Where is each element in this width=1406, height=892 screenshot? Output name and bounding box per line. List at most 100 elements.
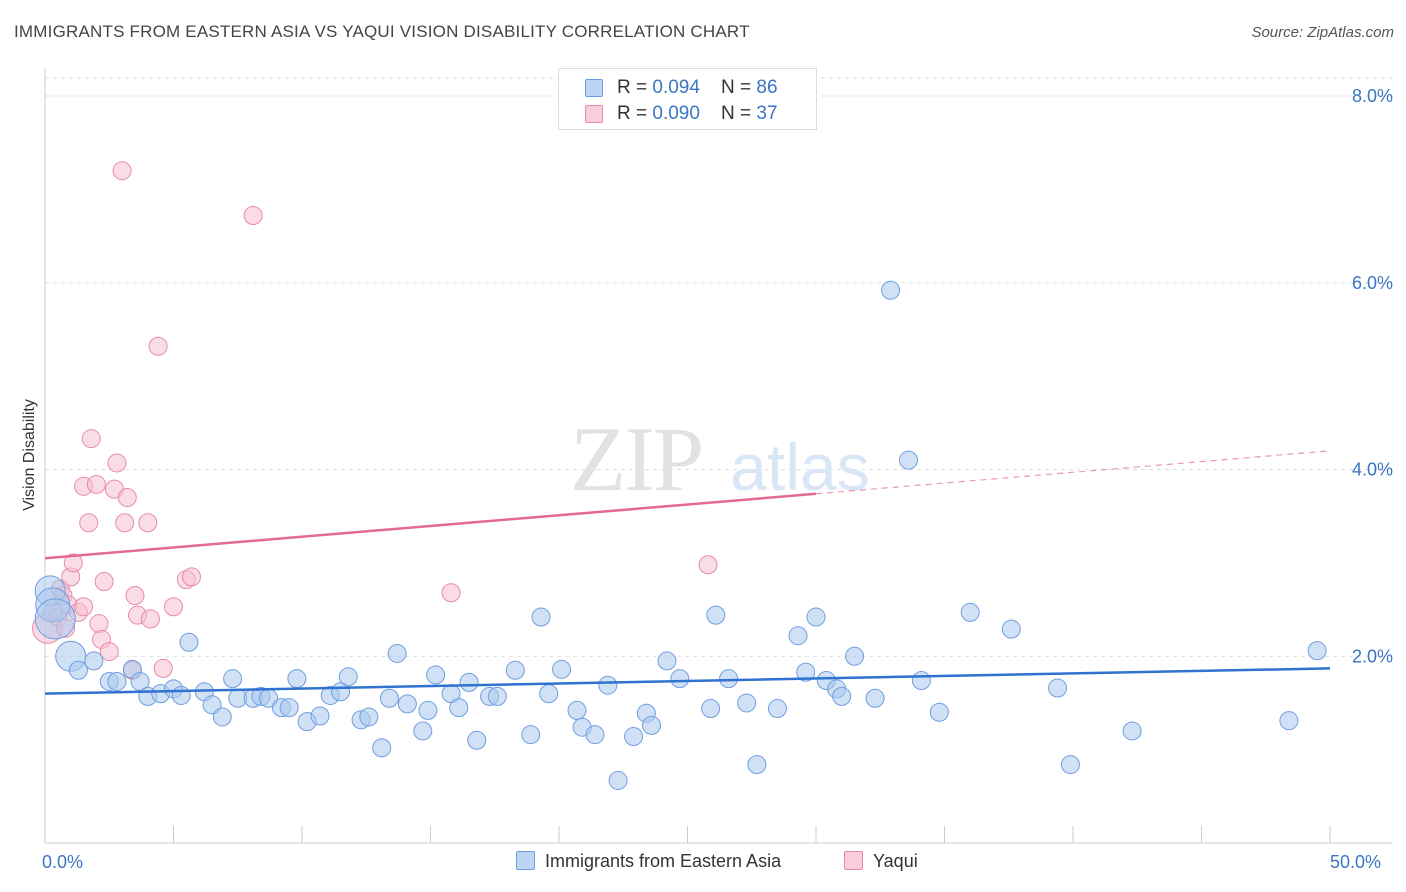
yaqui-point — [107, 453, 127, 473]
eastern-asia-point — [929, 702, 949, 722]
eastern-asia-point — [899, 450, 919, 470]
gridlines — [45, 77, 1392, 657]
bottom-legend-swatch-pink — [844, 851, 863, 870]
yaqui-point — [243, 206, 263, 226]
eastern-asia-points — [34, 280, 1327, 790]
eastern-asia-point — [426, 665, 446, 685]
eastern-asia-point — [171, 685, 191, 705]
eastern-asia-point — [719, 669, 739, 689]
bottom-legend-label: Immigrants from Eastern Asia — [545, 851, 782, 871]
eastern-asia-point — [459, 672, 479, 692]
eastern-asia-point — [865, 688, 885, 708]
eastern-asia-point — [310, 706, 330, 726]
eastern-asia-point — [521, 725, 541, 745]
eastern-asia-point — [84, 651, 104, 671]
eastern-asia-point — [202, 695, 222, 715]
eastern-asia-point — [585, 725, 605, 745]
yaqui-point — [181, 567, 201, 587]
y-tick-label: 2.0% — [1352, 646, 1393, 666]
yaqui-point — [63, 553, 83, 573]
yaqui-point — [115, 513, 135, 533]
eastern-asia-point — [287, 669, 307, 689]
trend-lines — [44, 450, 1331, 695]
eastern-asia-point — [747, 755, 767, 775]
eastern-asia-point — [657, 651, 677, 671]
eastern-asia-point — [1060, 755, 1080, 775]
eastern-asia-point — [788, 626, 808, 646]
yaqui-point — [99, 642, 119, 662]
eastern-asia-point — [706, 605, 726, 625]
eastern-asia-point — [767, 699, 787, 719]
legend-r-value: 0.094 — [652, 77, 700, 98]
eastern-asia-point — [1048, 678, 1068, 698]
eastern-asia-point — [223, 669, 243, 689]
eastern-asia-point — [552, 659, 572, 679]
legend-r-label: R = — [617, 103, 653, 124]
yaqui-point — [153, 658, 173, 678]
eastern-asia-point — [1122, 721, 1142, 741]
legend-n-label: N = — [721, 77, 757, 98]
eastern-asia-point — [1001, 619, 1021, 639]
legend-n-value: 86 — [756, 77, 778, 98]
svg-text:ZIP: ZIP — [570, 408, 702, 510]
eastern-asia-point — [539, 684, 559, 704]
yaqui-point — [140, 609, 160, 629]
legend-swatch-blue — [585, 79, 603, 97]
yaqui-point — [117, 488, 137, 508]
eastern-asia-point — [1307, 641, 1327, 661]
yaqui-point — [164, 597, 183, 617]
yaqui-point — [86, 474, 106, 494]
eastern-asia-point — [372, 738, 392, 758]
svg-text:atlas: atlas — [730, 430, 869, 504]
eastern-asia-point — [911, 671, 931, 691]
legend-n-label: N = — [721, 103, 757, 124]
yaqui-point — [74, 597, 94, 617]
eastern-asia-point — [598, 675, 618, 695]
eastern-asia-point — [796, 662, 816, 682]
yaqui-point — [112, 161, 132, 181]
eastern-asia-point — [832, 686, 852, 706]
yaqui-point — [94, 572, 114, 592]
eastern-asia-point — [624, 727, 644, 747]
legend-swatch-pink — [585, 105, 603, 123]
eastern-asia-point — [670, 669, 690, 689]
yaqui-point — [148, 336, 168, 356]
eastern-asia-point — [68, 660, 88, 680]
eastern-asia-point — [359, 707, 379, 727]
eastern-asia-point — [338, 667, 358, 687]
y-tick-label: 6.0% — [1352, 273, 1393, 293]
y-tick-label: 4.0% — [1352, 460, 1393, 480]
bottom-legend-yaqui: Yaqui — [844, 851, 918, 872]
eastern-asia-point — [608, 770, 628, 790]
yaqui-point — [125, 586, 145, 606]
eastern-asia-point — [505, 660, 525, 680]
eastern-asia-point — [130, 671, 150, 691]
eastern-asia-point — [531, 607, 551, 627]
eastern-asia-point — [642, 715, 662, 735]
yaqui-point — [698, 555, 718, 575]
eastern-asia-point — [418, 700, 438, 720]
eastern-asia-point — [397, 694, 417, 714]
legend-r-label: R = — [617, 77, 653, 98]
yaqui-point — [138, 513, 158, 533]
bottom-legend-eastern-asia: Immigrants from Eastern Asia — [516, 851, 781, 872]
axes — [44, 68, 1392, 844]
eastern-asia-point — [379, 688, 399, 708]
eastern-asia-point — [960, 602, 980, 622]
x-tick-min: 0.0% — [42, 852, 84, 872]
chart-title: IMMIGRANTS FROM EASTERN ASIA VS YAQUI VI… — [14, 22, 750, 41]
eastern-asia-point — [487, 686, 507, 706]
eastern-asia-point — [467, 730, 487, 750]
eastern-asia-point — [179, 632, 199, 652]
eastern-asia-point — [413, 721, 433, 741]
eastern-asia-point — [701, 699, 721, 719]
eastern-asia-point — [737, 693, 757, 713]
eastern-asia-point — [107, 671, 127, 691]
yaqui-trend-extension — [815, 450, 1331, 495]
y-tick-labels: 2.0% 4.0% 6.0% 8.0% — [1352, 86, 1393, 666]
eastern-asia-point — [449, 698, 469, 718]
eastern-asia-point — [806, 607, 826, 627]
yaqui-point — [79, 513, 99, 533]
yaqui-point — [441, 583, 461, 603]
